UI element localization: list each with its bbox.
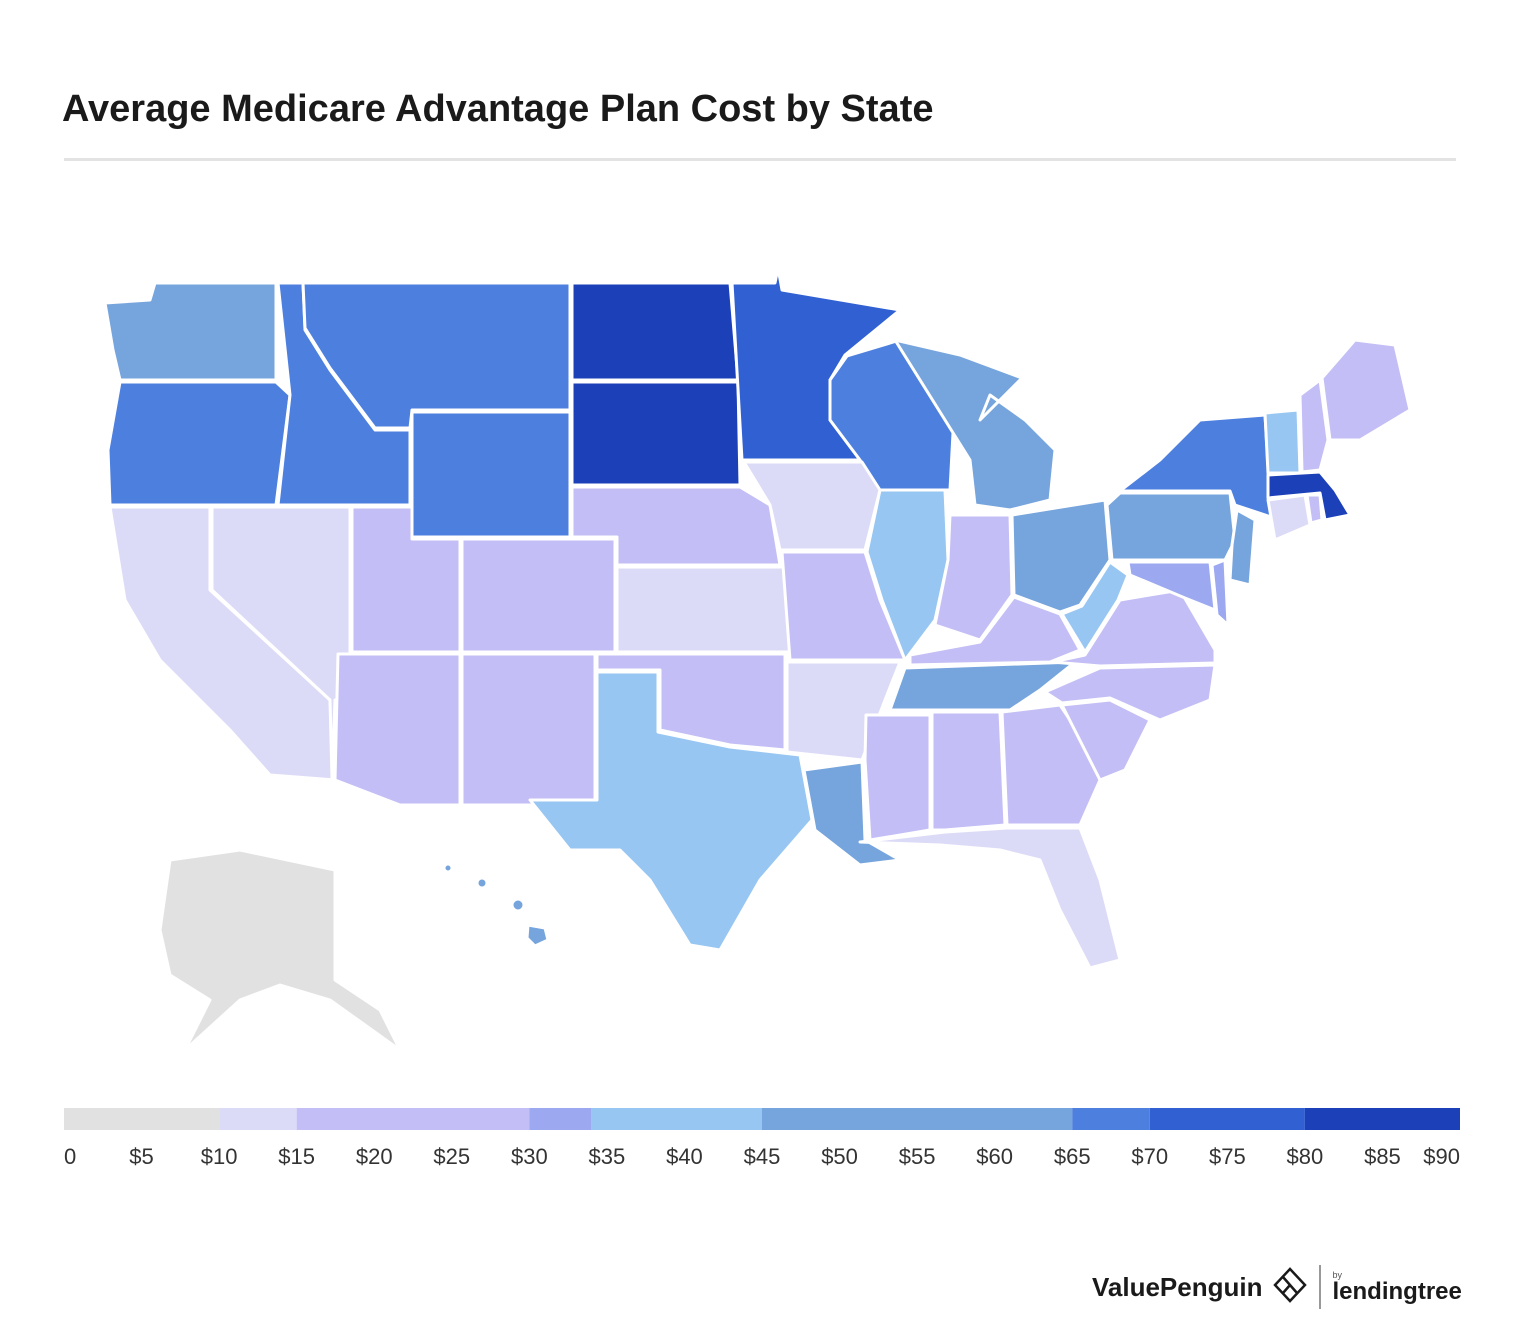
legend-tick-label: $5 [129,1144,154,1169]
state-nm[interactable] [460,652,597,807]
lendingtree-by-label: by [1332,1269,1343,1280]
state-nc[interactable] [1043,663,1217,722]
lendingtree-logo: by lendingtree [1332,1269,1462,1305]
legend-tick-label: $15 [278,1144,316,1169]
state-ne[interactable] [570,485,782,567]
us-choropleth-map [103,266,1412,1052]
state-hi[interactable] [442,862,550,948]
state-al[interactable] [930,710,1007,832]
state-ut[interactable] [350,505,462,654]
state-ok[interactable] [595,652,787,752]
legend-bin-0 [64,1108,220,1130]
state-me[interactable] [1320,338,1412,442]
legend-tick-label: $60 [976,1144,1014,1169]
state-co[interactable] [460,537,617,654]
legend-tick-label: 0 [64,1144,77,1169]
state-mn[interactable] [730,266,902,462]
state-ma[interactable] [1266,470,1352,522]
legend-bin-4 [591,1108,762,1130]
legend-bin-7 [1149,1108,1305,1130]
legend-bin-8 [1304,1108,1460,1130]
state-ak[interactable] [158,848,402,1052]
state-ks[interactable] [615,565,792,654]
state-tn[interactable] [888,660,1077,712]
legend-tick-label: $45 [743,1144,781,1169]
state-mi[interactable] [893,338,1057,512]
title-divider [64,158,1456,161]
state-pa[interactable] [1105,491,1237,562]
state-md[interactable] [1126,560,1217,612]
legend-tick-label: $25 [433,1144,471,1169]
state-la[interactable] [802,760,902,867]
legend-tick-label: $40 [666,1144,703,1169]
state-sd[interactable] [570,380,742,487]
state-wa[interactable] [103,281,278,382]
legend-tick-label: $55 [898,1144,936,1169]
legend-tick-label: $65 [1053,1144,1091,1169]
state-ca[interactable] [108,505,337,782]
state-fl[interactable] [858,826,1122,970]
state-va[interactable] [1050,588,1217,668]
state-or[interactable] [106,380,292,507]
valuepenguin-logo-text: ValuePenguin [1092,1271,1263,1302]
valuepenguin-logo-icon [1272,1266,1307,1308]
legend-tick-label: $30 [510,1144,548,1169]
state-wy[interactable] [410,410,572,539]
legend-tick-label: $50 [821,1144,858,1169]
chart-title: Average Medicare Advantage Plan Cost by … [62,88,934,130]
state-nj[interactable] [1228,508,1257,587]
legend-bin-5 [762,1108,1073,1130]
legend-tick-label: $90 [1423,1144,1460,1169]
legend-bin-1 [219,1108,297,1130]
legend-tick-label: $85 [1364,1144,1401,1169]
state-wv[interactable] [1060,560,1130,654]
legend-tick-label: $20 [355,1144,393,1169]
brand-divider [1318,1265,1321,1309]
state-sc[interactable] [1060,698,1152,782]
legend-color-bar [64,1108,1460,1130]
legend-tick-label: $70 [1131,1144,1169,1169]
legend-tick-label: $35 [588,1144,626,1169]
state-ri[interactable] [1305,493,1324,525]
state-ia[interactable] [742,460,882,552]
lendingtree-logo-text: lendingtree [1332,1277,1462,1305]
state-mt[interactable] [301,281,572,430]
legend-bin-3 [529,1108,592,1130]
legend-bin-2 [296,1108,530,1130]
state-nv[interactable] [210,505,352,780]
state-ct[interactable] [1266,493,1312,542]
state-vt[interactable] [1263,408,1302,475]
state-oh[interactable] [1010,498,1112,614]
brand-footer: ValuePenguin by lendingtree [1092,1262,1462,1312]
state-az[interactable] [333,652,462,807]
state-ms[interactable] [863,713,932,842]
state-il[interactable] [865,488,950,662]
legend-tick-label: $80 [1286,1144,1324,1169]
state-nd[interactable] [570,281,740,382]
legend-tick-labels: 0 $5 $10 $15 $20 $25 $30 $35 $40 $45 $50 $55 $60 $65 $… [64,1144,1460,1174]
legend-tick-label: $75 [1208,1144,1246,1169]
state-nh[interactable] [1298,378,1330,474]
state-tx[interactable] [528,670,814,952]
state-ky[interactable] [908,595,1082,667]
legend-bin-6 [1072,1108,1150,1130]
state-de[interactable] [1210,558,1230,627]
legend-tick-label: $10 [200,1144,238,1169]
